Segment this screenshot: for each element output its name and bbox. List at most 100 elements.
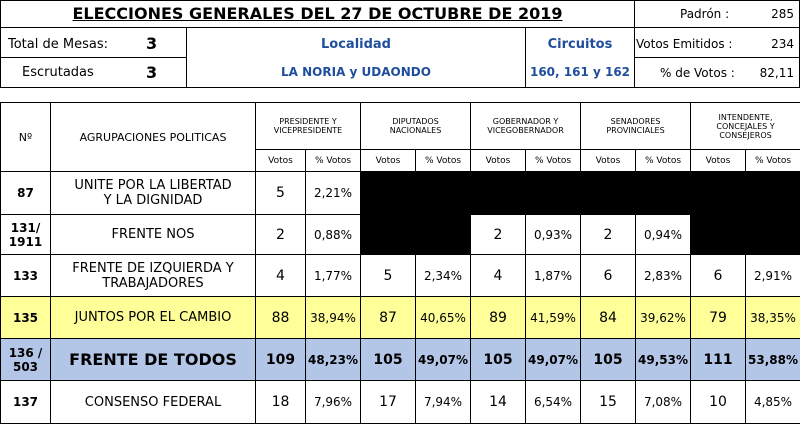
row-number: 131/ 1911: [0, 214, 51, 255]
sub-header: Votos: [255, 149, 306, 172]
title: ELECCIONES GENERALES DEL 27 DE OCTUBRE D…: [72, 4, 563, 23]
group-header: DIPUTADOS NACIONALES: [360, 102, 472, 150]
escrutadas-value: 3: [146, 63, 158, 82]
percent: 4,85%: [745, 380, 800, 424]
percent: 39,62%: [635, 296, 692, 339]
percent: 2,83%: [635, 254, 692, 297]
row-number: 133: [0, 254, 51, 297]
percent: 2,91%: [745, 254, 800, 297]
percent: 0,88%: [304, 214, 362, 255]
column-header: Nº: [0, 102, 51, 172]
blocked-cell: [360, 171, 472, 215]
percent: 6,54%: [525, 380, 582, 424]
percent: 2,21%: [304, 171, 362, 215]
votes: 2: [255, 214, 306, 255]
percent: 7,94%: [415, 380, 472, 424]
table-row: 136 / 503 FRENTE DE TODOS 109 48,23% 105 49,0…: [0, 338, 800, 381]
votes: 14: [470, 380, 527, 424]
votes: 79: [690, 296, 747, 339]
votes: 105: [470, 338, 527, 381]
percent: 1,87%: [525, 254, 582, 297]
localidad-value: LA NORIA y UDAONDO: [281, 65, 431, 79]
results-table: Nº AGRUPACIONES POLITICAS PRESIDENTE Y VIC…: [0, 102, 800, 424]
table-row: Votos% Votos Votos% Votos Votos% Votos Voto…: [1, 149, 800, 172]
votes: 18: [255, 380, 306, 424]
party-name: JUNTOS POR EL CAMBIO: [50, 296, 256, 339]
sub-header: % Votos: [304, 149, 362, 172]
votes: 87: [360, 296, 417, 339]
blocked-cell: [470, 171, 582, 215]
party-name: FRENTE DE TODOS: [50, 338, 256, 381]
votes: 2: [580, 214, 637, 255]
percent: 49,07%: [525, 338, 582, 381]
emitidos-value: 234: [771, 37, 794, 51]
percent: 40,65%: [415, 296, 472, 339]
circuitos-label: Circuitos: [547, 37, 613, 52]
votes: 105: [580, 338, 637, 381]
porcentaje-label: % de Votos :: [660, 66, 735, 80]
table-row: Nº AGRUPACIONES POLITICAS PRESIDENTE Y VIC…: [0, 102, 800, 172]
group-header: GOBERNADOR Y VICEGOBERNADOR: [470, 102, 582, 150]
votes: 105: [360, 338, 417, 381]
row-number: 137: [0, 380, 51, 424]
mesas-value: 3: [146, 34, 158, 53]
votes: 84: [580, 296, 637, 339]
percent: 53,88%: [745, 338, 800, 381]
sub-header: Votos: [690, 149, 747, 172]
sub-header: % Votos: [745, 149, 800, 172]
votes: 10: [690, 380, 747, 424]
sub-header: % Votos: [525, 149, 582, 172]
votes: 109: [255, 338, 306, 381]
sub-header: Votos: [580, 149, 637, 172]
votes: 6: [580, 254, 637, 297]
votes: 5: [360, 254, 417, 297]
percent: 0,93%: [525, 214, 582, 255]
percent: 49,53%: [635, 338, 692, 381]
group-header: SENADORES PROVINCIALES: [580, 102, 692, 150]
sub-header: Votos: [360, 149, 417, 172]
mesas-label: Total de Mesas:: [8, 37, 108, 52]
row-number: 136 / 503: [0, 338, 51, 381]
table-row: 137 CONSENSO FEDERAL 18 7,96% 17 7,94% 14 6,54%…: [0, 380, 800, 424]
percent: 1,77%: [304, 254, 362, 297]
votes: 4: [255, 254, 306, 297]
percent: 7,96%: [304, 380, 362, 424]
party-name: UNITE POR LA LIBERTAD Y LA DIGNIDAD: [50, 171, 256, 215]
percent: 38,35%: [745, 296, 800, 339]
votes: 6: [690, 254, 747, 297]
table-row: 131/ 1911 FRENTE NOS 2 0,88% 2 0,93% 2 0,94%: [0, 214, 800, 255]
percent: 38,94%: [304, 296, 362, 339]
padron-value: 285: [771, 7, 794, 21]
votes: 17: [360, 380, 417, 424]
group-header: INTENDENTE, CONCEJALES Y CONSEJEROS: [690, 102, 800, 150]
percent: 41,59%: [525, 296, 582, 339]
blocked-cell: [690, 214, 800, 255]
sub-header: % Votos: [415, 149, 472, 172]
blocked-cell: [360, 214, 472, 255]
table-row: 135 JUNTOS POR EL CAMBIO 88 38,94% 87 40,65% 8…: [0, 296, 800, 339]
column-header: AGRUPACIONES POLITICAS: [50, 102, 256, 172]
emitidos-label: Votos Emitidos :: [636, 37, 733, 51]
percent: 48,23%: [304, 338, 362, 381]
table-row: 133 FRENTE DE IZQUIERDA Y TRABAJADORES 4 1,…: [0, 254, 800, 297]
percent: 2,34%: [415, 254, 472, 297]
porcentaje-value: 82,11: [759, 66, 794, 80]
escrutadas-label: Escrutadas: [22, 65, 94, 80]
blocked-cell: [690, 171, 800, 215]
group-header: PRESIDENTE Y VICEPRESIDENTE: [254, 102, 362, 150]
percent: 49,07%: [415, 338, 472, 381]
party-name: FRENTE DE IZQUIERDA Y TRABAJADORES: [50, 254, 256, 297]
row-number: 135: [0, 296, 51, 339]
party-name: FRENTE NOS: [50, 214, 256, 255]
votes: 2: [470, 214, 527, 255]
blocked-cell: [580, 171, 692, 215]
votes: 5: [255, 171, 306, 215]
votes: 15: [580, 380, 637, 424]
table-row: 87 UNITE POR LA LIBERTAD Y LA DIGNIDAD 5 2,…: [0, 171, 800, 215]
percent: 0,94%: [635, 214, 692, 255]
padron-label: Padrón :: [680, 7, 730, 21]
sub-header: % Votos: [635, 149, 692, 172]
sub-header: Votos: [470, 149, 527, 172]
row-number: 87: [0, 171, 51, 215]
